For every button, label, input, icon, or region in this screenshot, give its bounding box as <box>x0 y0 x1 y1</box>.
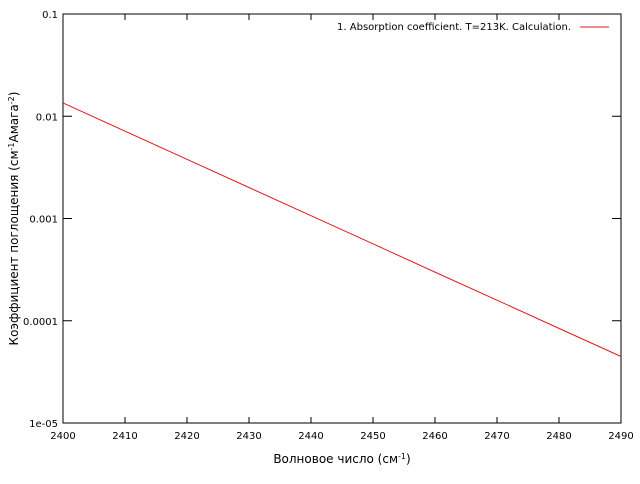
x-axis-label: Волновое число (см-1) <box>273 452 410 467</box>
data-line <box>62 102 622 357</box>
y-tick-label: 1e-05 <box>29 419 58 430</box>
x-axis-label-part: Волновое число (см <box>273 452 398 466</box>
x-tick-label: 2460 <box>422 431 447 442</box>
y-axis-label-part: -1 <box>7 143 16 151</box>
x-tick-label: 2480 <box>546 431 571 442</box>
y-tick-label: 0.0001 <box>23 317 58 328</box>
legend-label: 1. Absorption coefficient. T=213K. Calcu… <box>337 22 571 33</box>
y-axis-label-part: ) <box>7 92 21 97</box>
y-axis-label-part: Коэффициент поглощения (см <box>7 150 21 345</box>
y-tick-label: 0.001 <box>29 215 58 226</box>
x-axis-label-part: -1 <box>398 452 406 461</box>
x-tick-label: 2400 <box>50 431 75 442</box>
y-tick-label: 0.1 <box>42 10 58 21</box>
y-axis-label: Коэффициент поглощения (см-1Амага-2) <box>7 92 22 346</box>
plot-frame <box>62 13 622 424</box>
x-tick-label: 2490 <box>608 431 633 442</box>
x-tick-label: 2430 <box>236 431 261 442</box>
x-tick-label: 2410 <box>112 431 137 442</box>
y-tick-label: 0.01 <box>36 112 58 123</box>
x-tick-label: 2440 <box>298 431 323 442</box>
x-tick-label: 2450 <box>360 431 385 442</box>
x-axis-label-part: ) <box>406 452 411 466</box>
x-tick-label: 2420 <box>174 431 199 442</box>
y-axis-label-part: -2 <box>7 96 16 104</box>
x-tick-label: 2470 <box>484 431 509 442</box>
y-axis-label-part: Амага <box>7 104 21 142</box>
